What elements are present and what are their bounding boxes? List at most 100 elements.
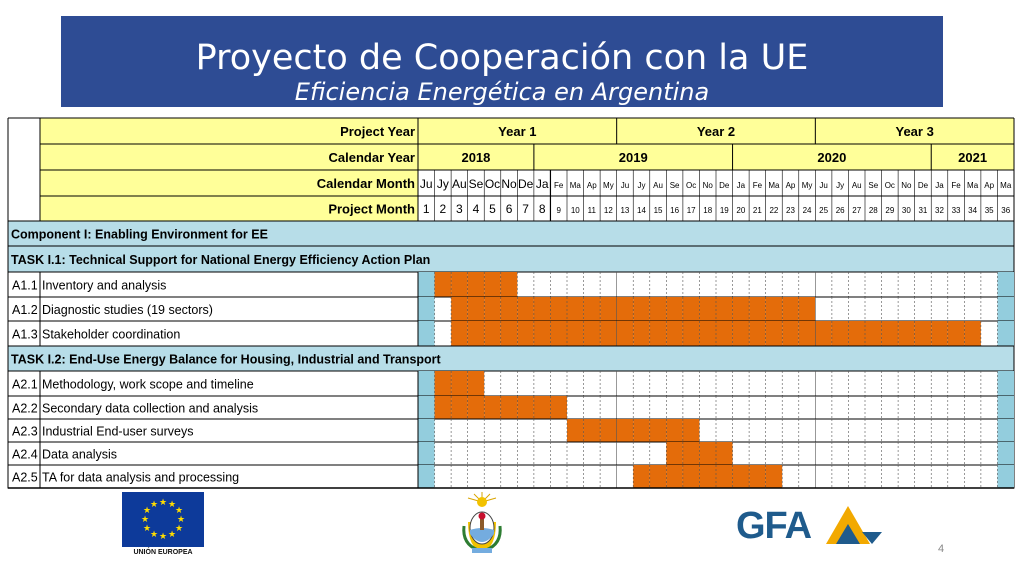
project-month-cell: 13 [620,206,629,215]
project-month-cell: 36 [1001,206,1010,215]
calendar-month-cell: Ma [967,181,979,190]
end-marker-cell [997,371,1014,396]
gantt-bar-cell [434,371,452,396]
svg-text:★: ★ [175,505,183,515]
project-month-cell: 10 [571,206,580,215]
gantt-bar-cell [699,297,716,321]
calendar-month-cell: Ma [1000,181,1012,190]
project-month-cell: 6 [506,202,513,216]
gantt-bar-cell [716,297,733,321]
slide-number: 4 [938,543,945,555]
calendar-month-label: Calendar Month [317,176,415,191]
gantt-bar-cell [633,419,650,442]
project-month-cell: 14 [637,206,646,215]
gantt-bar-cell [682,419,700,442]
project-month-cell: 2 [439,202,446,216]
calendar-month-cell: Ju [420,177,433,191]
gantt-bar-cell [600,321,617,346]
start-marker-cell [418,442,435,465]
start-marker-cell [418,297,435,321]
gantt-bar-cell [583,419,601,442]
gantt-bar-cell [682,321,700,346]
calendar-month-cell: Oc [686,181,696,190]
gantt-bar-cell [484,297,501,321]
gantt-bar-cell [666,465,683,488]
project-month-cell: 16 [670,206,679,215]
gfa-triangle-icon [826,506,882,544]
activity-code: A1.2 [12,303,38,317]
gantt-bar-cell [964,321,981,346]
gantt-bar-cell [682,442,700,465]
end-marker-cell [997,297,1014,321]
calendar-year-cell: 2020 [817,150,846,165]
gantt-bar-cell [484,321,501,346]
start-marker-cell [418,371,435,396]
gantt-bar-cell [550,297,567,321]
gantt-bar-cell [782,297,799,321]
project-month-cell: 12 [604,206,613,215]
calendar-month-cell: Au [653,181,663,190]
calendar-month-cell: Fe [753,181,763,190]
gantt-bar-cell [666,321,683,346]
activity-code: A1.3 [12,328,38,342]
calendar-month-cell: De [518,177,534,191]
gantt-bar-cell [550,396,567,419]
gfa-logo-text: GFA [736,505,812,547]
start-marker-cell [418,419,435,442]
calendar-month-cell: Oc [885,181,895,190]
project-month-cell: 11 [588,206,597,215]
gantt-bar-cell [765,465,783,488]
activity-label: Secondary data collection and analysis [42,402,258,416]
svg-text:★: ★ [168,499,176,509]
end-marker-cell [997,419,1014,442]
project-year-cell: Year 3 [896,124,934,139]
calendar-month-cell: Fe [554,181,564,190]
title-banner: Proyecto de Cooperación con la UE Eficie… [61,16,943,107]
calendar-month-cell: Au [852,181,862,190]
calendar-month-cell: Se [670,181,680,190]
project-month-cell: 33 [952,206,961,215]
argentina-coat-of-arms-icon [458,492,506,556]
gantt-bar-cell [798,297,816,321]
activity-row [7,441,1015,466]
svg-text:★: ★ [159,531,167,541]
project-month-cell: 7 [522,202,529,216]
calendar-month-cell: Fe [951,181,961,190]
project-month-cell: 28 [869,206,878,215]
svg-text:★: ★ [177,514,185,524]
calendar-month-cell: Ap [984,181,994,190]
calendar-month-cell: Jy [836,181,844,190]
gantt-bar-cell [533,396,551,419]
project-month-cell: 27 [852,206,861,215]
activity-code: A1.1 [12,279,38,293]
gantt-bar-cell [881,321,899,346]
svg-text:★: ★ [141,514,149,524]
activity-label: TA for data analysis and processing [42,471,239,485]
activity-code: A2.2 [12,402,38,416]
calendar-month-cell: Ja [935,181,944,190]
calendar-month-cell: No [901,181,912,190]
project-month-cell: 1 [423,202,430,216]
section-row [7,345,1015,372]
end-marker-cell [997,442,1014,465]
calendar-month-cell: Ma [570,181,582,190]
gantt-bar-cell [732,465,750,488]
gantt-bar-cell [798,321,816,346]
gantt-bar-cell [765,321,783,346]
start-marker-cell [418,321,435,346]
calendar-month-cell: Ju [819,181,827,190]
calendar-year-cell: 2021 [958,150,987,165]
gantt-bar-cell [567,297,584,321]
project-year-label: Project Year [340,124,415,139]
svg-text:★: ★ [143,505,151,515]
gantt-bar-cell [616,297,634,321]
gantt-bar-cell [500,396,518,419]
gantt-bar-cell [467,272,485,297]
gantt-bar-cell [583,321,601,346]
project-month-cell: 18 [703,206,712,215]
gantt-bar-cell [583,297,601,321]
start-marker-cell [418,272,435,297]
gantt-bar-cell [749,297,766,321]
end-marker-cell [997,465,1014,488]
gantt-bar-cell [749,321,766,346]
